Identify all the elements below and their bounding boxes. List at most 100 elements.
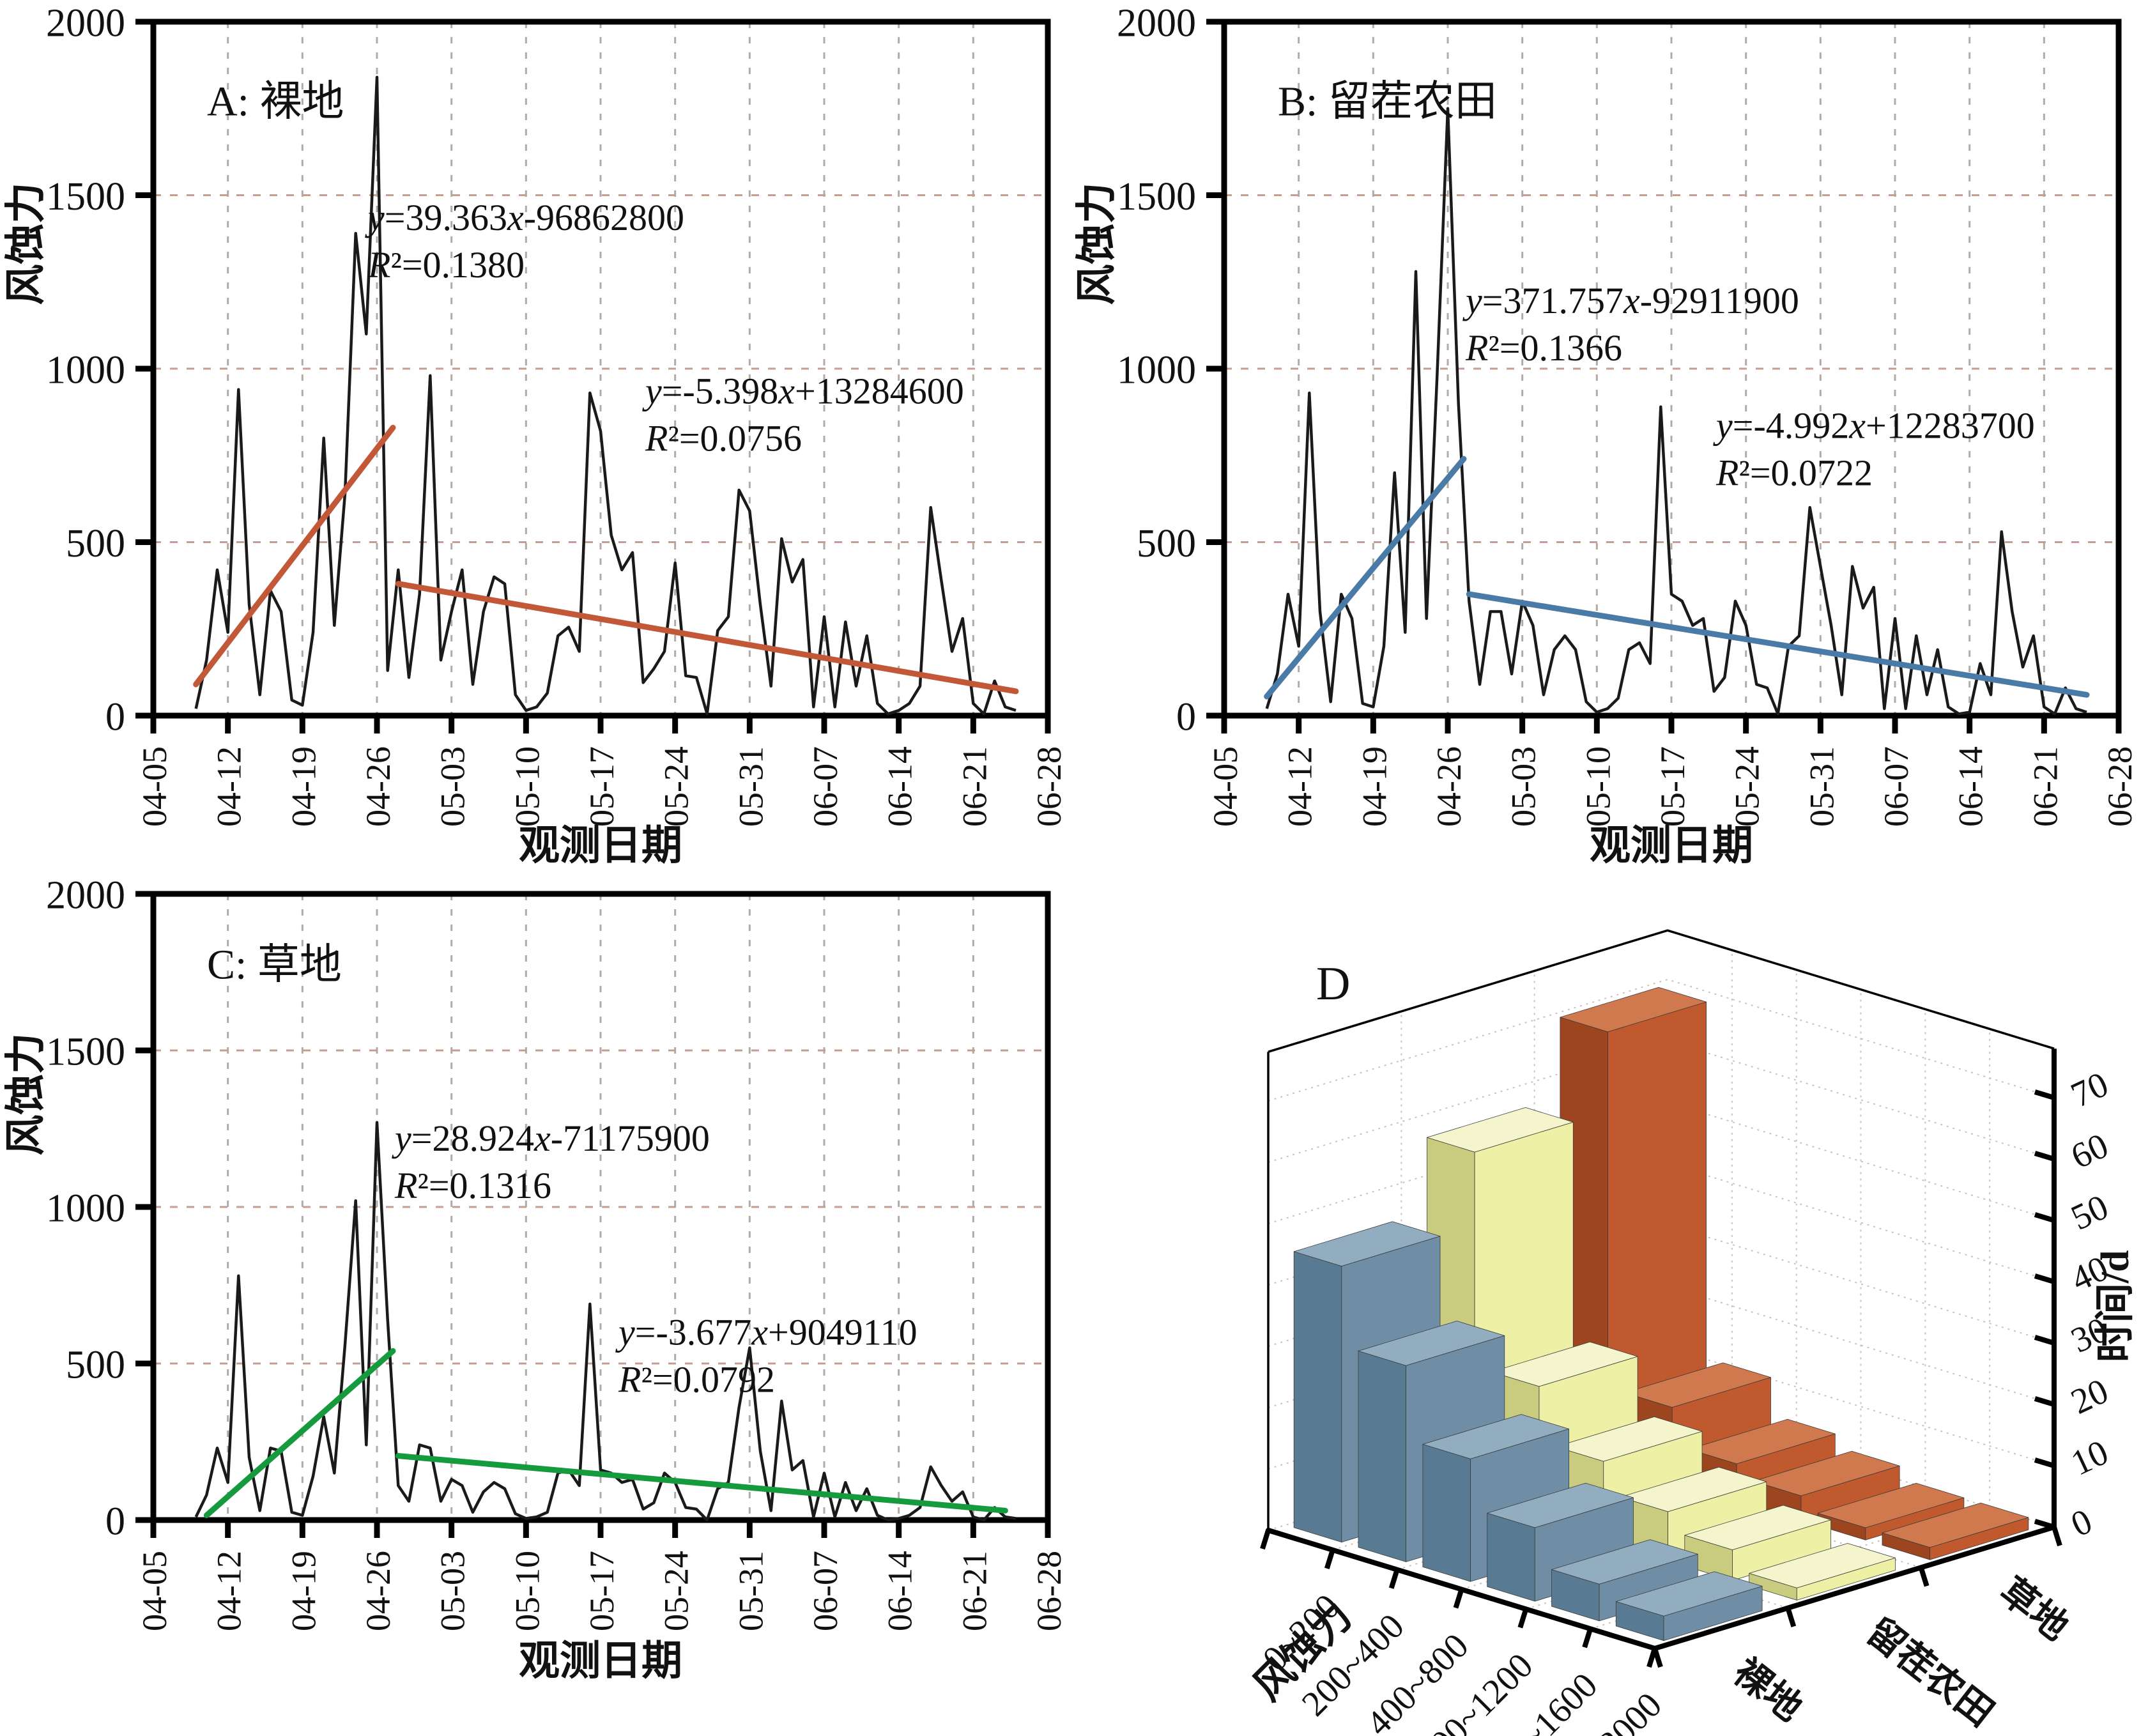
bar-top-face <box>1749 1543 1896 1588</box>
trend-line-rising <box>1264 456 1467 700</box>
y-tick-label: 1000 <box>46 1187 125 1230</box>
x-tick-label: 06-28 <box>1030 1551 1068 1631</box>
x-axis-title: 观测日期 <box>519 1638 682 1684</box>
series-label: 留茬农田 <box>1859 1610 2002 1734</box>
x-axis-title: 观测日期 <box>1590 823 1753 868</box>
bars <box>1293 987 2029 1641</box>
z-tick <box>2034 1212 2055 1223</box>
regression-equation: y=39.363x-96862800 <box>365 197 684 238</box>
x-axis: 04-05 04-12 04-19 04-26 05-03 05-10 05-17 05-24… <box>1206 716 2139 827</box>
panel-stubble-farmland: 0 500 1000 1500 2000 04-05 04-12 04-19 04-26 05-0… <box>1071 0 2141 868</box>
trend-line-rising <box>203 1348 396 1519</box>
category-tick <box>1453 1588 1464 1609</box>
bar-top-face <box>1817 1483 1965 1528</box>
x-tick-label: 05-03 <box>434 1551 472 1631</box>
y-tick-label: 2000 <box>1117 1 1196 45</box>
x-tick-label: 05-24 <box>1728 746 1767 827</box>
trend-line-falling <box>1466 591 2090 698</box>
panel-bare-land: 0 500 1000 1500 2000 04-05 04-12 04-19 04-26 05-0… <box>0 0 1070 868</box>
x-tick-label: 04-19 <box>284 1551 323 1631</box>
x-tick-label: 04-12 <box>210 1551 249 1631</box>
bar-草地-1600~2000 <box>1882 1502 2029 1560</box>
series-label: 裸地 <box>1726 1651 1809 1730</box>
x-tick-label: 05-24 <box>657 746 696 827</box>
wind-erosivity-series <box>194 1121 1017 1522</box>
x-tick-label: 05-24 <box>657 1551 696 1631</box>
x-tick-label: 06-07 <box>1877 746 1915 827</box>
panel-title: D <box>1316 958 1350 1010</box>
x-tick-label: 04-05 <box>135 1551 174 1631</box>
regression-r2: R²=0.0756 <box>645 417 802 459</box>
regression-equation: y=371.757x-92911900 <box>1462 280 1799 321</box>
z-tick <box>2034 1151 2055 1162</box>
bar-left-face <box>1422 1444 1471 1582</box>
bar-top-face <box>1689 1418 1836 1464</box>
y-axis-title: 风蚀力 <box>3 183 49 305</box>
panel-3d-duration-histogram: 0 10 20 30 40 50 60 70 时间/d 0~200 200~400 400~800 80… <box>1071 868 2141 1736</box>
x-axis-title: 观测日期 <box>519 823 682 868</box>
x-tick-label: 04-12 <box>1281 746 1319 827</box>
bar-row-留茬农田 <box>1427 1107 1896 1601</box>
x-tick-label: 04-26 <box>1430 746 1468 827</box>
gridlines <box>1224 22 2119 716</box>
y-tick-label: 2000 <box>46 873 125 917</box>
z-tick <box>2034 1335 2055 1346</box>
x-tick-label: 06-21 <box>2026 746 2064 827</box>
x-tick-label: 04-26 <box>359 1551 397 1631</box>
stubble-farmland-line-chart: 0 500 1000 1500 2000 04-05 04-12 04-19 04-26 05-0… <box>1074 1 2139 868</box>
regression-r2: R²=0.0792 <box>618 1359 775 1401</box>
x-tick-label: 05-31 <box>732 1551 770 1631</box>
regression-r2: R²=0.1380 <box>367 244 525 286</box>
z-tick <box>2034 1273 2055 1284</box>
x-tick-label: 06-28 <box>2101 746 2139 827</box>
bar-top-face <box>1620 1466 1767 1512</box>
x-tick-label: 05-10 <box>1579 746 1617 827</box>
category-tick <box>1517 1608 1529 1629</box>
x-tick-label: 05-17 <box>1654 746 1692 827</box>
x-tick-label: 06-21 <box>955 746 994 827</box>
y-tick-label: 1500 <box>46 1030 125 1073</box>
bar-裸地-1600~2000 <box>1615 1571 1763 1641</box>
x-tick-label: 06-21 <box>955 1551 994 1631</box>
y-tick-label: 2000 <box>46 1 125 45</box>
x-tick-label: 04-26 <box>359 746 397 827</box>
y-axis: 0 500 1000 1500 2000 <box>46 1 153 739</box>
y-tick-label: 1000 <box>1117 348 1196 392</box>
bar-top-face <box>1555 1417 1703 1462</box>
z-tick-label: 20 <box>2065 1371 2114 1422</box>
bar-留茬农田-1600~2000 <box>1749 1543 1896 1601</box>
y-axis-title: 风蚀力 <box>3 1033 49 1156</box>
panel-title: C: 草地 <box>207 941 342 988</box>
z-tick <box>2034 1457 2055 1468</box>
x-tick-label: 05-31 <box>732 746 770 827</box>
x-tick-label: 05-03 <box>1505 746 1543 827</box>
z-tick <box>2034 1089 2055 1100</box>
x-axis: 04-05 04-12 04-19 04-26 05-03 05-10 05-17 05-24… <box>135 716 1068 827</box>
x-tick-label: 05-10 <box>508 1551 546 1631</box>
bar-top-face <box>1615 1571 1763 1617</box>
z-axis-title: 时间/d <box>2094 1250 2137 1363</box>
gridlines <box>153 22 1048 716</box>
bar-top-face <box>1551 1539 1698 1585</box>
panel-grassland: 0 500 1000 1500 2000 04-05 04-12 04-19 04-26 05-0… <box>0 868 1070 1736</box>
x-tick-label: 04-05 <box>1206 746 1245 827</box>
x-tick-label: 06-14 <box>881 746 919 827</box>
y-tick-label: 500 <box>1137 522 1196 565</box>
category-tick <box>1260 1529 1271 1550</box>
duration-3d-bar-chart: 010203040506070时间/d0~200200~400400~80080… <box>1246 929 2137 1736</box>
x-tick-label: 06-07 <box>806 1551 845 1631</box>
category-tick <box>1324 1549 1335 1570</box>
bar-top-face <box>1684 1505 1831 1550</box>
bar-left-face <box>1487 1512 1535 1602</box>
gridlines <box>153 894 1048 1520</box>
z-tick-label: 60 <box>2065 1126 2114 1177</box>
bar-left-face <box>1293 1251 1342 1542</box>
bar-top-face <box>1427 1107 1574 1153</box>
bar-top-face <box>1560 987 1707 1033</box>
x-tick-label: 04-12 <box>210 746 249 827</box>
series-tick <box>2052 1526 2062 1547</box>
x-tick-label: 06-28 <box>1030 746 1068 827</box>
category-tick <box>1582 1627 1593 1648</box>
series-tick <box>1652 1647 1663 1668</box>
z-tick <box>2034 1396 2055 1407</box>
